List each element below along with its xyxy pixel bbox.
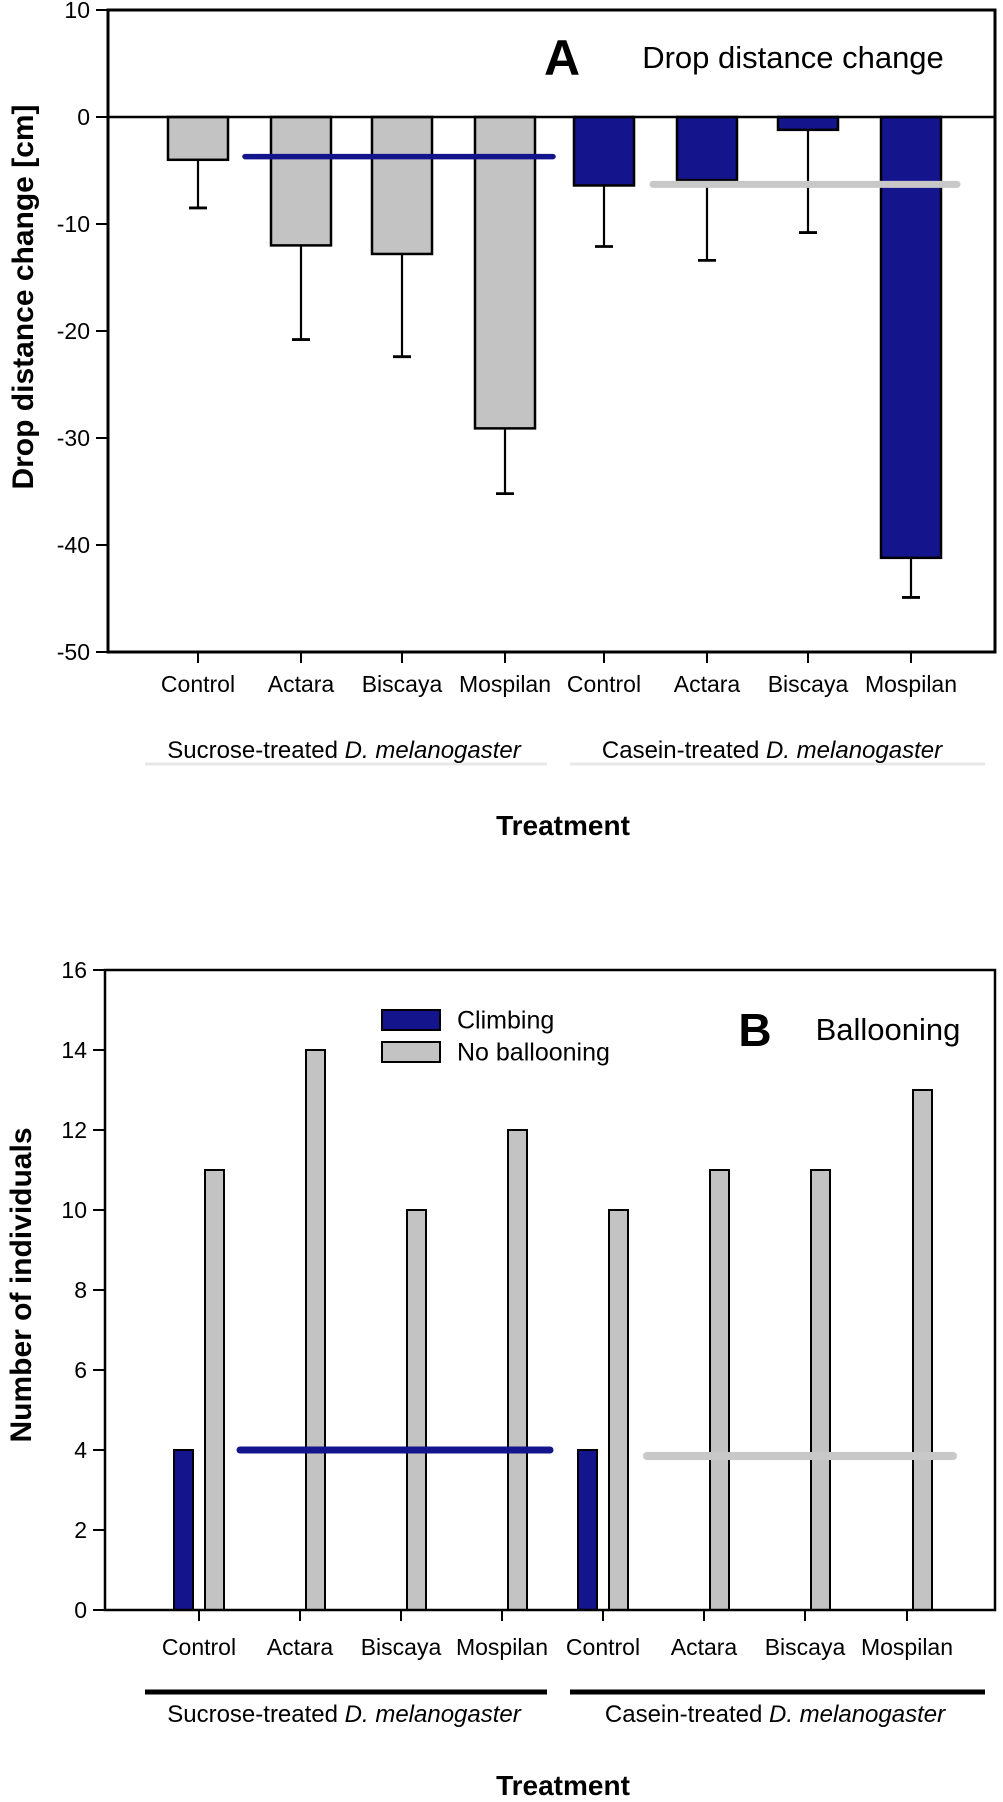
x-tick-label-b: Control xyxy=(566,1634,640,1660)
y-tick-label-b: 4 xyxy=(74,1437,87,1463)
panel-b-letter: B xyxy=(738,1004,772,1056)
x-tick-label-a: Mospilan xyxy=(865,671,957,697)
y-tick-label-b: 0 xyxy=(74,1597,87,1623)
x-tick-label-a: Control xyxy=(161,671,235,697)
x-tick-label-b: Mospilan xyxy=(861,1634,953,1660)
bar-b-no-ballooning-actara xyxy=(305,1049,326,1611)
x-tick-label-b: Biscaya xyxy=(361,1634,442,1660)
y-tick-label-a: -30 xyxy=(57,425,90,451)
y-tick-label-b: 8 xyxy=(74,1277,87,1303)
y-tick-label-a: -50 xyxy=(57,639,90,665)
bar-a-control-casein xyxy=(572,115,636,187)
group-label-b-sucrose: Sucrose-treated D. melanogaster xyxy=(167,1701,522,1728)
panel-a-title: Drop distance change xyxy=(642,40,944,75)
x-tick-label-a: Actara xyxy=(674,671,741,697)
y-tick-label-b: 2 xyxy=(74,1517,87,1543)
bar-a-actara-sucrose xyxy=(269,115,333,247)
y-tick-label-a: -10 xyxy=(57,211,90,237)
bar-a-mospilan-sucrose xyxy=(473,115,537,430)
legend-label-no-ballooning: No ballooning xyxy=(457,1038,610,1067)
bar-b-no-ballooning-biscaya xyxy=(810,1169,831,1611)
bar-b-no-ballooning-mospilan xyxy=(912,1089,933,1611)
group-label-a-casein: Casein-treated D. melanogaster xyxy=(602,737,943,764)
bar-b-no-ballooning-control xyxy=(204,1169,225,1611)
panel-b-x-axis-title: Treatment xyxy=(496,1770,630,1801)
group-label-b-casein: Casein-treated D. melanogaster xyxy=(605,1701,946,1728)
y-tick-label-b: 10 xyxy=(61,1197,87,1223)
panel-a-x-axis-title: Treatment xyxy=(496,810,630,841)
group-label-a-sucrose: Sucrose-treated D. melanogaster xyxy=(167,737,522,764)
bar-b-climbing-control xyxy=(577,1449,598,1611)
bar-a-mospilan-casein xyxy=(879,115,943,560)
y-tick-label-b: 6 xyxy=(74,1357,87,1383)
y-tick-label-b: 14 xyxy=(61,1037,87,1063)
x-tick-label-a: Biscaya xyxy=(768,671,849,697)
bar-a-control-sucrose xyxy=(166,115,230,162)
y-tick-label-b: 16 xyxy=(61,957,87,983)
bar-a-biscaya-sucrose xyxy=(370,115,434,256)
bar-a-actara-casein xyxy=(675,115,739,182)
legend-label-climbing: Climbing xyxy=(457,1006,555,1035)
x-tick-label-b: Biscaya xyxy=(765,1634,846,1660)
y-tick-label-a: 10 xyxy=(64,0,90,23)
x-tick-label-b: Mospilan xyxy=(456,1634,548,1660)
x-tick-label-a: Biscaya xyxy=(362,671,443,697)
panel-b-y-axis-title: Number of individuals xyxy=(5,1127,38,1443)
bar-b-no-ballooning-control xyxy=(608,1209,629,1611)
panel-b-title: Ballooning xyxy=(815,1012,961,1047)
plot-frame-a xyxy=(106,8,997,654)
x-tick-label-a: Control xyxy=(567,671,641,697)
y-tick-label-a: 0 xyxy=(77,104,90,130)
x-tick-label-b: Control xyxy=(162,1634,236,1660)
y-tick-label-a: -20 xyxy=(57,318,90,344)
legend-swatch-no-ballooning xyxy=(381,1041,441,1063)
x-tick-label-b: Actara xyxy=(267,1634,334,1660)
panel-a-letter: A xyxy=(543,30,581,86)
bar-a-biscaya-casein xyxy=(776,115,840,132)
bar-b-no-ballooning-mospilan xyxy=(507,1129,528,1611)
bar-b-no-ballooning-biscaya xyxy=(406,1209,427,1611)
y-tick-label-a: -40 xyxy=(57,532,90,558)
legend-swatch-climbing xyxy=(381,1009,441,1031)
panel-a-y-axis-title: Drop distance change [cm] xyxy=(7,104,40,490)
x-tick-label-a: Mospilan xyxy=(459,671,551,697)
y-tick-label-b: 12 xyxy=(61,1117,87,1143)
bar-b-climbing-control xyxy=(173,1449,194,1611)
x-tick-label-b: Actara xyxy=(671,1634,738,1660)
bar-b-no-ballooning-actara xyxy=(709,1169,730,1611)
x-tick-label-a: Actara xyxy=(268,671,335,697)
